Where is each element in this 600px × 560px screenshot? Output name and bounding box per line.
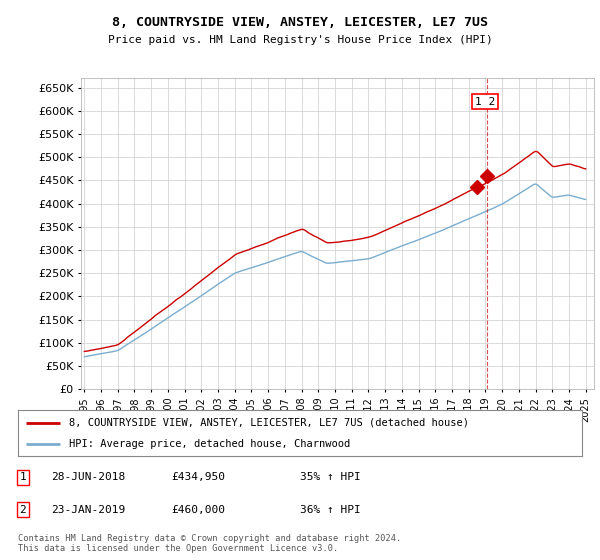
Text: Price paid vs. HM Land Registry's House Price Index (HPI): Price paid vs. HM Land Registry's House … bbox=[107, 35, 493, 45]
Text: 2: 2 bbox=[19, 505, 26, 515]
Text: 1 2: 1 2 bbox=[475, 96, 495, 106]
Text: 8, COUNTRYSIDE VIEW, ANSTEY, LEICESTER, LE7 7US: 8, COUNTRYSIDE VIEW, ANSTEY, LEICESTER, … bbox=[112, 16, 488, 29]
Text: 1: 1 bbox=[19, 472, 26, 482]
Text: £434,950: £434,950 bbox=[171, 472, 225, 482]
Text: 28-JUN-2018: 28-JUN-2018 bbox=[51, 472, 125, 482]
Text: Contains HM Land Registry data © Crown copyright and database right 2024.
This d: Contains HM Land Registry data © Crown c… bbox=[18, 534, 401, 553]
Text: HPI: Average price, detached house, Charnwood: HPI: Average price, detached house, Char… bbox=[69, 439, 350, 449]
Text: 35% ↑ HPI: 35% ↑ HPI bbox=[300, 472, 361, 482]
Text: £460,000: £460,000 bbox=[171, 505, 225, 515]
Text: 23-JAN-2019: 23-JAN-2019 bbox=[51, 505, 125, 515]
Text: 36% ↑ HPI: 36% ↑ HPI bbox=[300, 505, 361, 515]
Text: 8, COUNTRYSIDE VIEW, ANSTEY, LEICESTER, LE7 7US (detached house): 8, COUNTRYSIDE VIEW, ANSTEY, LEICESTER, … bbox=[69, 418, 469, 428]
